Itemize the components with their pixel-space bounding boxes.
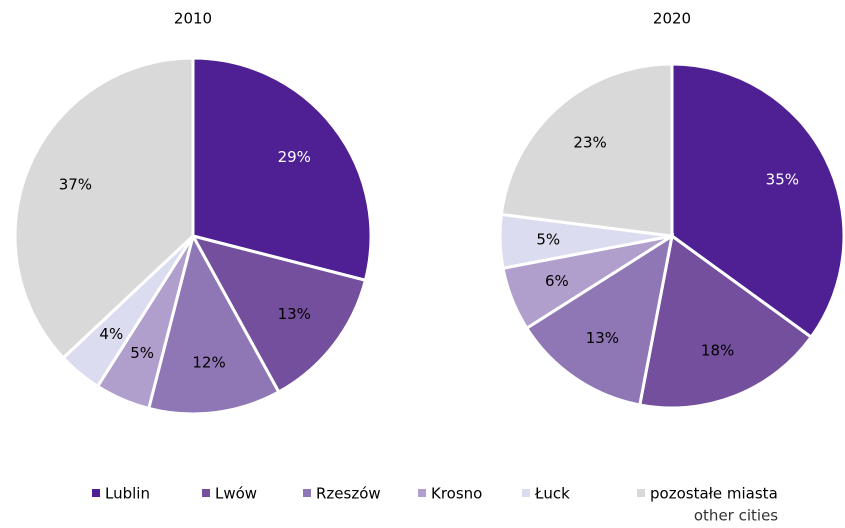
legend-swatch <box>637 489 645 497</box>
legend-label: Łuck <box>534 485 570 503</box>
pie-title: 2010 <box>174 10 212 28</box>
legend-swatch <box>522 489 530 497</box>
slice-label: 6% <box>545 272 569 290</box>
slice-label: 13% <box>586 329 619 347</box>
pie-slice <box>670 62 845 340</box>
pie-slice <box>13 56 195 360</box>
legend-swatch <box>92 489 100 497</box>
pie-slice <box>146 231 281 416</box>
slice-label: 35% <box>766 170 799 188</box>
legend-note: other cities <box>694 507 778 525</box>
legend-label: Rzeszów <box>316 485 381 503</box>
slice-label: 5% <box>536 230 560 248</box>
slice-label: 12% <box>192 354 225 372</box>
pie-slice <box>499 62 674 238</box>
legend-label: pozostałe miasta <box>650 485 778 503</box>
pie-title: 2020 <box>653 10 691 28</box>
legend-label: Lwów <box>215 485 257 503</box>
slice-label: 4% <box>99 325 123 343</box>
slice-label: 29% <box>278 148 311 166</box>
legend-swatch <box>418 489 426 497</box>
legend-label: Krosno <box>431 485 482 503</box>
slice-label: 18% <box>701 342 734 360</box>
legend-swatch <box>202 489 210 497</box>
pie-slice <box>191 56 373 283</box>
slice-label: 13% <box>278 305 311 323</box>
pie-slice <box>190 233 368 395</box>
slice-label: 23% <box>573 134 606 152</box>
pie-slice <box>638 233 814 410</box>
slice-label: 37% <box>59 176 92 194</box>
legend-label: Lublin <box>105 485 150 503</box>
pie-slice <box>524 232 675 407</box>
legend-swatch <box>303 489 311 497</box>
slice-label: 5% <box>130 344 154 362</box>
